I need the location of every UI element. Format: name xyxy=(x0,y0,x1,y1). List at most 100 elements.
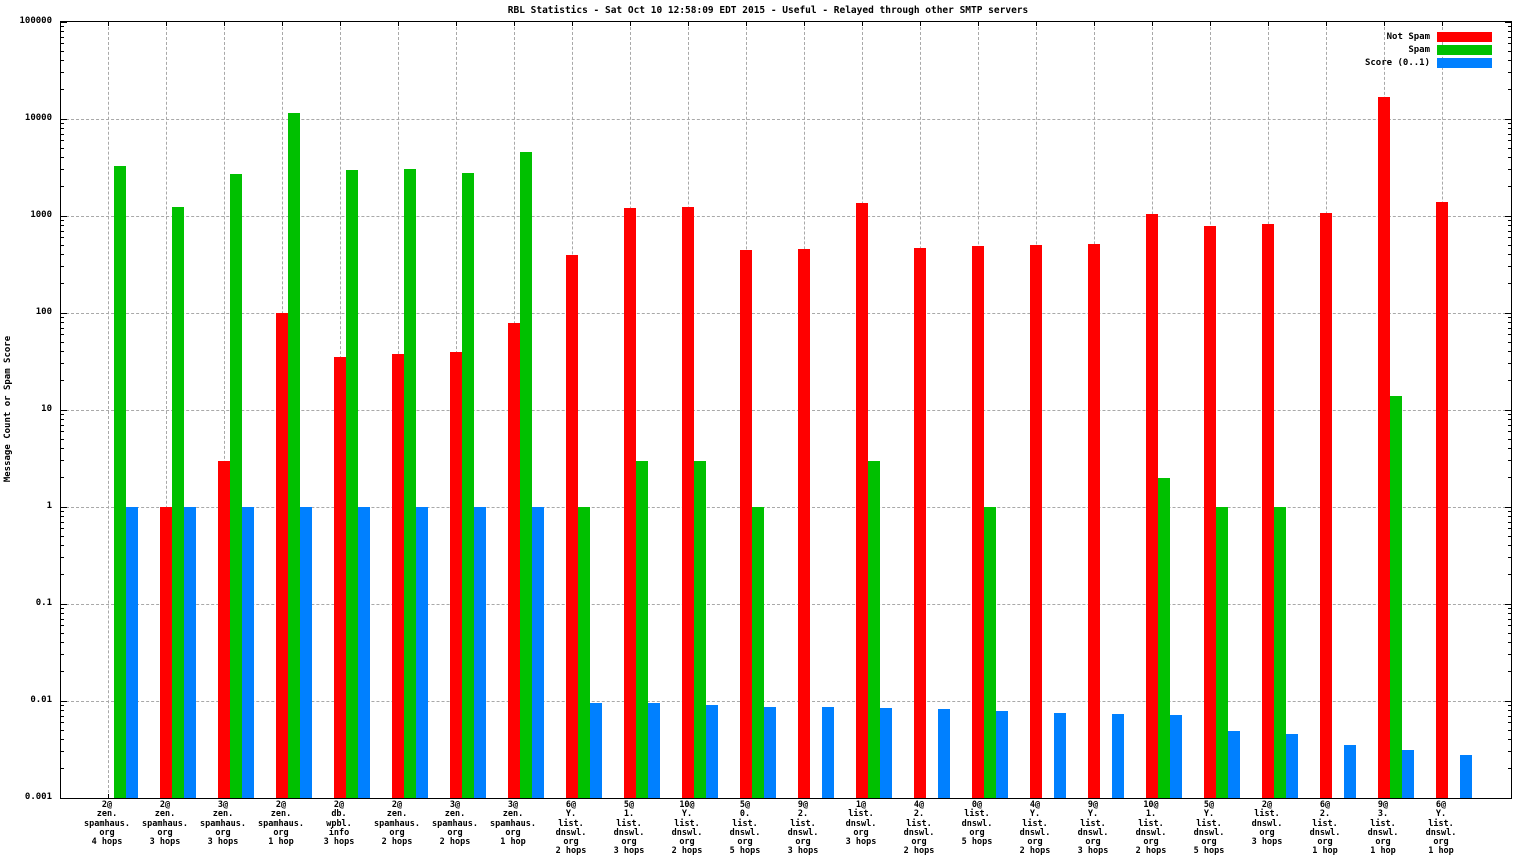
y-minor-tick-right xyxy=(1508,157,1511,159)
y-minor-tick-right xyxy=(1508,709,1511,711)
x-tick-top xyxy=(745,22,747,26)
y-minor-tick-right xyxy=(1508,704,1511,706)
y-minor-tick-right xyxy=(1508,768,1511,770)
bar-spam xyxy=(288,113,300,798)
y-minor-tick-left xyxy=(61,283,64,285)
y-minor-tick-right xyxy=(1508,431,1511,433)
y-minor-tick-right xyxy=(1508,30,1511,32)
x-gridline xyxy=(224,22,225,798)
y-tick-label: 1 xyxy=(46,501,52,511)
x-tick-label: 4@ 2. list. dnswl. org 2 hops xyxy=(903,800,935,857)
x-tick-label: 6@ 2. list. dnswl. org 1 hop xyxy=(1309,800,1341,857)
y-minor-tick-left xyxy=(61,321,64,323)
bar-not-spam xyxy=(276,313,288,798)
x-tick-top xyxy=(1441,22,1443,26)
bar-not-spam xyxy=(1204,226,1216,798)
y-minor-tick-right xyxy=(1508,729,1511,731)
y-tick-label: 0.01 xyxy=(30,695,52,705)
bar-spam xyxy=(1158,477,1170,798)
x-tick-label: 1@ list. dnswl. org 3 hops xyxy=(845,800,877,848)
y-minor-tick-right xyxy=(1508,140,1511,142)
chart-title: RBL Statistics - Sat Oct 10 12:58:09 EDT… xyxy=(507,5,1029,16)
y-minor-tick-left xyxy=(61,729,64,731)
legend-swatch-not-spam xyxy=(1437,31,1492,42)
y-minor-tick-right xyxy=(1508,321,1511,323)
x-tick-label: 6@ Y. list. dnswl. org 2 hops xyxy=(555,800,587,857)
bar-score-0-1 xyxy=(416,507,428,798)
bar-spam xyxy=(694,460,706,798)
y-major-tick-left xyxy=(61,409,67,411)
bar-score-0-1 xyxy=(126,507,138,798)
x-tick-label: 5@ Y. list. dnswl. org 5 hops xyxy=(1193,800,1225,857)
y-minor-tick-left xyxy=(61,607,64,609)
x-tick-top xyxy=(107,22,109,26)
y-minor-tick-right xyxy=(1508,266,1511,268)
y-minor-tick-left xyxy=(61,363,64,365)
legend-label: Score (0..1) xyxy=(1364,57,1430,68)
x-tick-top xyxy=(455,22,457,26)
y-minor-tick-left xyxy=(61,557,64,559)
bar-not-spam xyxy=(566,254,578,798)
y-minor-tick-left xyxy=(61,50,64,52)
bar-score-0-1 xyxy=(1344,745,1356,798)
y-minor-tick-left xyxy=(61,327,64,329)
y-gridline xyxy=(61,119,1511,120)
y-minor-tick-right xyxy=(1508,722,1511,724)
y-minor-tick-left xyxy=(61,521,64,523)
y-minor-tick-right xyxy=(1508,72,1511,74)
y-major-tick-left xyxy=(61,21,67,23)
y-minor-tick-right xyxy=(1508,715,1511,717)
x-tick-bottom xyxy=(107,794,109,798)
bar-spam xyxy=(636,460,648,798)
y-major-tick-left xyxy=(61,700,67,702)
bar-spam xyxy=(984,507,996,798)
legend-swatch-score-0-1 xyxy=(1437,57,1492,68)
x-tick-label: 2@ list. dnswl. org 3 hops xyxy=(1251,800,1283,848)
y-minor-tick-left xyxy=(61,768,64,770)
x-tick-label: 2@ zen. spamhaus. org 4 hops xyxy=(83,800,131,848)
x-tick-top xyxy=(1383,22,1385,26)
x-tick-label: 2@ zen. spamhaus. org 3 hops xyxy=(141,800,189,848)
legend-label: Not Spam xyxy=(1386,31,1430,42)
y-minor-tick-left xyxy=(61,122,64,124)
x-tick-label: 9@ 3. list. dnswl. org 1 hop xyxy=(1367,800,1399,857)
bar-score-0-1 xyxy=(938,708,950,798)
y-tick-label: 0.001 xyxy=(24,792,52,802)
y-minor-tick-left xyxy=(61,751,64,753)
x-tick-label: 10@ Y. list. dnswl. org 2 hops xyxy=(671,800,703,857)
y-tick-label: 10 xyxy=(41,404,52,414)
bar-not-spam xyxy=(1436,201,1448,798)
y-minor-tick-left xyxy=(61,127,64,129)
y-minor-tick-right xyxy=(1508,515,1511,517)
y-minor-tick-right xyxy=(1508,127,1511,129)
y-minor-tick-left xyxy=(61,632,64,634)
y-minor-tick-left xyxy=(61,244,64,246)
bar-score-0-1 xyxy=(242,507,254,798)
x-tick-top xyxy=(165,22,167,26)
bar-spam xyxy=(520,151,532,798)
plot-area xyxy=(60,21,1512,799)
y-minor-tick-right xyxy=(1508,341,1511,343)
y-minor-tick-right xyxy=(1508,244,1511,246)
y-major-tick-left xyxy=(61,797,67,799)
y-minor-tick-left xyxy=(61,89,64,91)
y-minor-tick-right xyxy=(1508,557,1511,559)
y-minor-tick-left xyxy=(61,418,64,420)
legend-item: Score (0..1) xyxy=(1365,56,1492,69)
x-tick-label: 9@ 2. list. dnswl. org 3 hops xyxy=(787,800,819,857)
y-minor-tick-right xyxy=(1508,230,1511,232)
y-minor-tick-left xyxy=(61,230,64,232)
y-minor-tick-right xyxy=(1508,424,1511,426)
y-minor-tick-right xyxy=(1508,36,1511,38)
x-tick-top xyxy=(397,22,399,26)
bar-score-0-1 xyxy=(184,507,196,798)
bar-not-spam xyxy=(1146,213,1158,798)
x-tick-label: 9@ Y. list. dnswl. org 3 hops xyxy=(1077,800,1109,857)
bar-score-0-1 xyxy=(764,706,776,798)
x-tick-label: 3@ zen. spamhaus. org 1 hop xyxy=(489,800,537,848)
y-minor-tick-right xyxy=(1508,460,1511,462)
x-tick-top xyxy=(1325,22,1327,26)
y-minor-tick-right xyxy=(1508,642,1511,644)
x-tick-label: 3@ zen. spamhaus. org 3 hops xyxy=(199,800,247,848)
